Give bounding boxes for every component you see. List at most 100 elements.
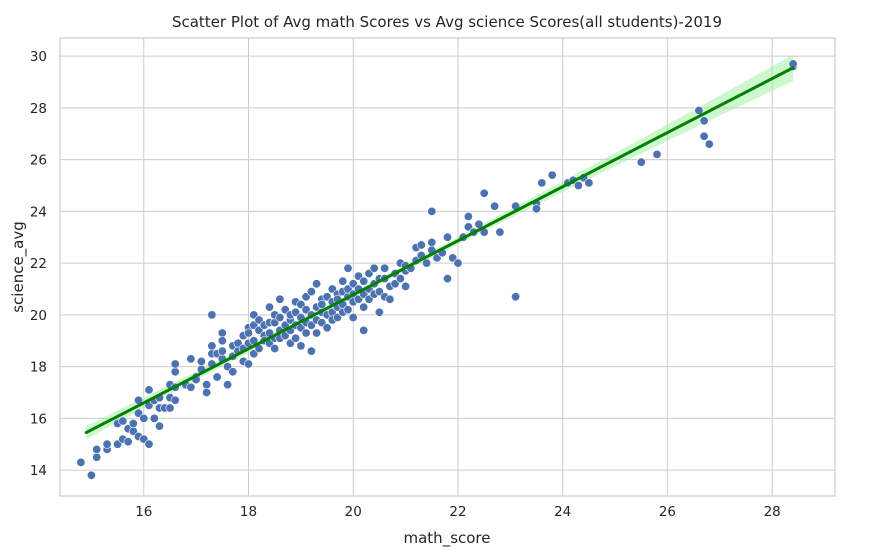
y-tick-label: 30 (30, 49, 47, 65)
data-point (275, 294, 285, 304)
data-point (385, 294, 395, 304)
y-tick-label: 18 (30, 360, 47, 376)
data-point (359, 325, 369, 335)
x-tick-label: 28 (764, 504, 781, 520)
data-point (699, 131, 709, 141)
data-point (207, 310, 217, 320)
data-point (76, 457, 86, 467)
y-tick-label: 16 (30, 411, 47, 427)
data-point (427, 237, 437, 247)
data-point (636, 157, 646, 167)
data-point (92, 444, 102, 454)
data-point (244, 328, 254, 338)
data-point (155, 421, 165, 431)
data-point (584, 178, 594, 188)
data-point (296, 341, 306, 351)
data-point (202, 380, 212, 390)
y-tick-label: 28 (30, 101, 47, 117)
data-point (202, 387, 212, 397)
data-point (422, 258, 432, 268)
data-point (212, 372, 222, 382)
data-point (244, 359, 254, 369)
x-tick-label: 24 (554, 504, 571, 520)
data-point (427, 206, 437, 216)
data-point (547, 170, 557, 180)
data-point (359, 276, 369, 286)
data-point (217, 336, 227, 346)
y-tick-label: 22 (30, 256, 47, 272)
y-tick-label: 20 (30, 308, 47, 324)
data-point (139, 413, 149, 423)
data-point (149, 413, 159, 423)
data-point (165, 403, 175, 413)
data-point (453, 258, 463, 268)
data-point (537, 178, 547, 188)
data-point (186, 382, 196, 392)
data-point (275, 312, 285, 322)
regression-line (84, 66, 795, 435)
data-point (442, 232, 452, 242)
data-point (217, 346, 227, 356)
data-point (463, 212, 473, 222)
data-point (573, 181, 583, 191)
data-point (699, 116, 709, 126)
regression-line-layer (84, 66, 795, 435)
data-point (264, 302, 274, 312)
data-point (490, 201, 500, 211)
data-point (479, 188, 489, 198)
data-point (369, 263, 379, 273)
data-point (228, 367, 238, 377)
data-point (416, 240, 426, 250)
data-point (306, 287, 316, 297)
data-point (144, 439, 154, 449)
data-point (704, 139, 714, 149)
x-tick-label: 16 (135, 504, 152, 520)
data-point (442, 274, 452, 284)
data-point (317, 299, 327, 309)
data-point (223, 380, 233, 390)
data-point (186, 354, 196, 364)
data-point (86, 470, 96, 480)
data-point (531, 204, 541, 214)
x-tick-label: 22 (449, 504, 466, 520)
data-point (144, 385, 154, 395)
data-point (270, 343, 280, 353)
data-point (170, 359, 180, 369)
data-point (207, 341, 217, 351)
chart-title: Scatter Plot of Avg math Scores vs Avg s… (172, 13, 722, 31)
x-tick-label: 18 (240, 504, 257, 520)
data-point (217, 328, 227, 338)
data-point (343, 263, 353, 273)
data-point (170, 367, 180, 377)
data-point (92, 452, 102, 462)
data-point (338, 276, 348, 286)
data-point (343, 305, 353, 315)
data-point (395, 274, 405, 284)
data-point (511, 292, 521, 302)
data-point (306, 346, 316, 356)
y-tick-label: 24 (30, 204, 47, 220)
data-point (359, 302, 369, 312)
data-point (322, 323, 332, 333)
data-point (291, 333, 301, 343)
data-point (380, 263, 390, 273)
y-axis-label: science_avg (9, 221, 28, 313)
y-tick-label: 14 (30, 463, 47, 479)
data-point (401, 281, 411, 291)
x-tick-label: 26 (659, 504, 676, 520)
data-point (652, 149, 662, 159)
data-point (170, 395, 180, 405)
data-point (348, 312, 358, 322)
data-point (102, 439, 112, 449)
data-point (128, 418, 138, 428)
x-axis-label: math_score (404, 529, 491, 548)
data-point (301, 328, 311, 338)
grid-lines (60, 38, 835, 496)
data-point (196, 356, 206, 366)
data-point (123, 437, 133, 447)
data-point (312, 328, 322, 338)
y-tick-label: 26 (30, 153, 47, 169)
data-point (495, 227, 505, 237)
data-point (374, 307, 384, 317)
